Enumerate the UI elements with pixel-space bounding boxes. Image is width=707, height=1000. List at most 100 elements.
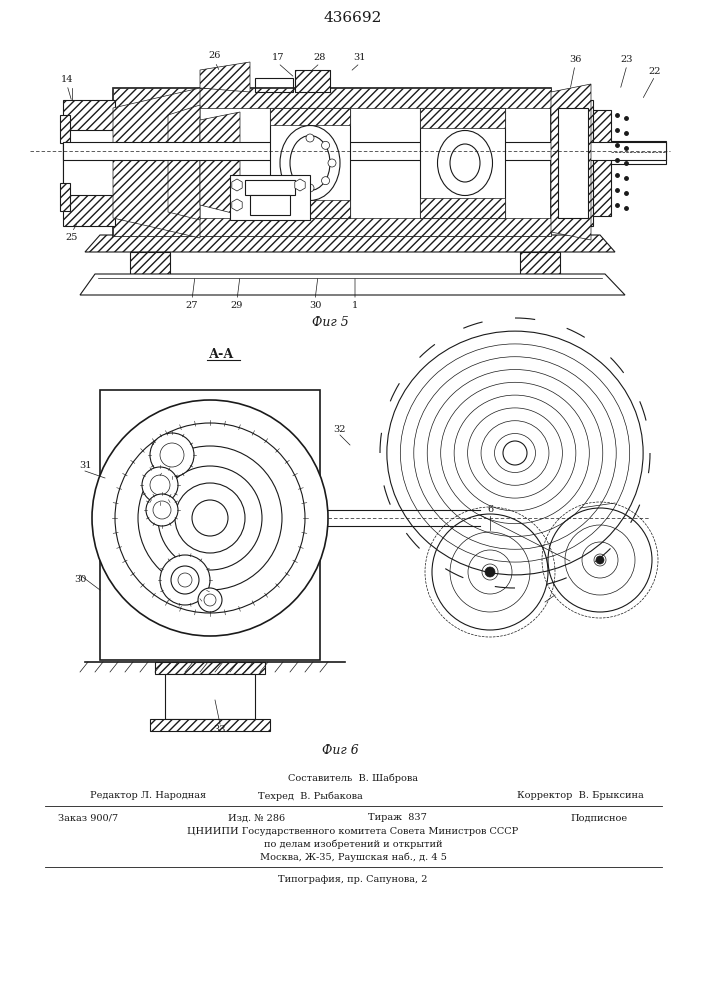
Circle shape: [146, 494, 178, 526]
Bar: [255, 78, 293, 92]
Text: 26: 26: [209, 51, 221, 60]
Bar: [230, 175, 310, 220]
Polygon shape: [551, 84, 591, 240]
Text: Заказ 900/7: Заказ 900/7: [58, 814, 118, 822]
Text: 30: 30: [74, 576, 86, 584]
Circle shape: [150, 475, 170, 495]
Circle shape: [503, 441, 527, 465]
Polygon shape: [420, 108, 505, 128]
Circle shape: [322, 141, 329, 149]
Bar: [245, 180, 295, 195]
Text: 1: 1: [352, 300, 358, 310]
Text: 33: 33: [214, 726, 226, 734]
Ellipse shape: [280, 125, 340, 200]
Bar: [420, 108, 505, 218]
Text: Редактор Л. Народная: Редактор Л. Народная: [90, 792, 206, 800]
Bar: [63, 130, 115, 195]
Circle shape: [158, 466, 262, 570]
Bar: [60, 183, 70, 211]
Text: 32: 32: [334, 426, 346, 434]
Circle shape: [153, 501, 171, 519]
Circle shape: [192, 500, 228, 536]
Circle shape: [150, 433, 194, 477]
Text: 30: 30: [309, 300, 321, 310]
Polygon shape: [270, 108, 350, 125]
Bar: [520, 252, 560, 274]
Polygon shape: [168, 105, 200, 220]
Circle shape: [171, 566, 199, 594]
Text: 31: 31: [78, 462, 91, 471]
Polygon shape: [295, 70, 330, 92]
Bar: [63, 100, 115, 226]
Circle shape: [178, 573, 192, 587]
Ellipse shape: [438, 130, 493, 196]
Bar: [165, 674, 255, 719]
Polygon shape: [200, 112, 240, 215]
Bar: [155, 662, 265, 674]
Text: Москва, Ж-35, Раушская наб., д. 4 5: Москва, Ж-35, Раушская наб., д. 4 5: [259, 852, 446, 862]
Circle shape: [322, 177, 329, 185]
Circle shape: [115, 423, 305, 613]
Circle shape: [142, 467, 178, 503]
Bar: [270, 108, 350, 218]
Polygon shape: [200, 62, 250, 92]
Polygon shape: [113, 218, 551, 236]
Circle shape: [160, 443, 184, 467]
Circle shape: [306, 134, 314, 142]
Polygon shape: [80, 274, 625, 295]
Text: Изд. № 286: Изд. № 286: [228, 814, 285, 822]
Text: 25: 25: [66, 233, 78, 242]
Circle shape: [204, 594, 216, 606]
Bar: [63, 142, 666, 160]
Circle shape: [198, 588, 222, 612]
Text: Подписное: Подписное: [570, 814, 627, 822]
Text: 17: 17: [271, 53, 284, 62]
Text: Фиг 6: Фиг 6: [322, 744, 358, 756]
Text: ЦНИИПИ Государственного комитета Совета Министров СССР: ЦНИИПИ Государственного комитета Совета …: [187, 826, 519, 836]
Polygon shape: [85, 235, 615, 252]
Text: А-А: А-А: [209, 349, 235, 361]
Polygon shape: [270, 200, 350, 218]
Text: Типография, пр. Сапунова, 2: Типография, пр. Сапунова, 2: [279, 874, 428, 884]
Bar: [150, 719, 270, 731]
Bar: [60, 115, 70, 143]
Text: 23: 23: [621, 55, 633, 64]
Text: по делам изобретений и открытий: по делам изобретений и открытий: [264, 839, 443, 849]
Text: 14: 14: [61, 76, 74, 85]
Text: Техред  В. Рыбакова: Техред В. Рыбакова: [257, 791, 363, 801]
Bar: [551, 100, 593, 226]
Text: Составитель  В. Шаброва: Составитель В. Шаброва: [288, 773, 418, 783]
Text: 28: 28: [314, 52, 326, 62]
Text: 31: 31: [354, 52, 366, 62]
Polygon shape: [113, 88, 200, 238]
Bar: [558, 108, 588, 218]
Bar: [250, 195, 290, 215]
Text: Тираж  837: Тираж 837: [368, 814, 427, 822]
Text: 436692: 436692: [324, 11, 382, 25]
Circle shape: [596, 556, 604, 564]
Circle shape: [160, 555, 210, 605]
Bar: [593, 110, 611, 216]
Text: Фиг 5: Фиг 5: [312, 316, 349, 328]
Text: 27: 27: [186, 300, 198, 310]
Bar: [113, 88, 551, 236]
Polygon shape: [113, 88, 551, 108]
Text: 29: 29: [230, 300, 243, 310]
Bar: [130, 252, 170, 274]
Ellipse shape: [290, 135, 330, 190]
Circle shape: [485, 567, 495, 577]
Ellipse shape: [450, 144, 480, 182]
Circle shape: [175, 483, 245, 553]
Text: Корректор  В. Брыксина: Корректор В. Брыксина: [517, 792, 643, 800]
Circle shape: [328, 159, 336, 167]
Text: 22: 22: [649, 68, 661, 77]
Bar: [100, 390, 320, 660]
Text: 6: 6: [487, 506, 493, 514]
Bar: [611, 141, 666, 164]
Circle shape: [306, 184, 314, 192]
Circle shape: [138, 446, 282, 590]
Circle shape: [92, 400, 328, 636]
Text: 36: 36: [569, 55, 581, 64]
Polygon shape: [420, 198, 505, 218]
Bar: [295, 70, 330, 92]
